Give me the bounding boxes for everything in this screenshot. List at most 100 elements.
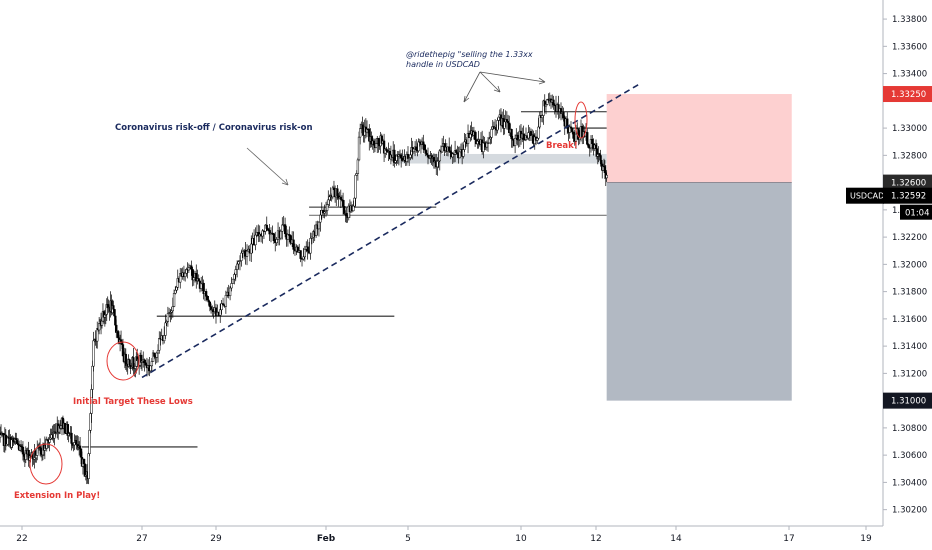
candle-body: [412, 148, 416, 153]
candle-body: [319, 214, 322, 223]
candle-body: [537, 126, 540, 139]
candle-body: [336, 188, 339, 197]
candle-body: [339, 196, 342, 200]
time-tick-label: 27: [136, 534, 147, 544]
symbol-badge: [846, 187, 884, 204]
price-tick-label: 1.31400: [892, 342, 927, 352]
candle-body: [568, 126, 571, 133]
candle-body: [328, 196, 331, 201]
candle-body: [179, 273, 182, 283]
candle-body: [172, 293, 176, 307]
candle-body: [208, 301, 211, 307]
price-tick-label: 1.30400: [892, 478, 927, 488]
candle-body: [197, 278, 200, 282]
candle-body: [361, 124, 364, 129]
price-badge-label: 1.33250: [891, 90, 926, 100]
candle-body: [377, 138, 380, 145]
candle-body: [400, 154, 403, 159]
candle-body: [569, 126, 573, 129]
time-tick-label: 22: [16, 534, 27, 544]
candle-body: [510, 129, 513, 140]
candle-body: [544, 104, 548, 107]
candle-body: [296, 246, 299, 253]
candle-body: [571, 127, 574, 133]
price-badge-label: 1.31000: [891, 397, 926, 407]
price-tick-label: 1.30600: [892, 451, 927, 461]
extension-annotation: Extension In Play!: [14, 491, 100, 501]
candle-body: [230, 283, 233, 289]
candle-body: [206, 296, 209, 301]
candle-body: [275, 239, 278, 243]
candle-body: [143, 359, 146, 364]
candle-body: [128, 359, 131, 366]
candle-body: [184, 272, 187, 278]
candle-body: [473, 131, 477, 140]
candle-body: [279, 230, 283, 239]
candle-body: [417, 141, 420, 152]
candle-body: [341, 199, 345, 207]
candle-body: [490, 129, 493, 138]
time-tick-label: 10: [515, 534, 527, 544]
candle-body: [455, 150, 458, 153]
price-tick-label: 1.33000: [892, 124, 927, 134]
candle-body: [423, 144, 426, 151]
candle-body: [310, 236, 314, 239]
candle-body: [469, 133, 472, 139]
price-ticks: 1.338001.336001.334001.330001.328001.324…: [883, 15, 927, 516]
candle-body: [214, 307, 218, 316]
candle-body: [92, 340, 95, 367]
candle-body: [153, 352, 156, 357]
candle-body: [163, 335, 166, 342]
candle-body: [88, 430, 91, 454]
candle-body: [359, 128, 362, 138]
candle-body: [591, 138, 594, 145]
time-tick-label: Feb: [317, 534, 336, 544]
time-tick-label: 29: [210, 534, 222, 544]
covid-arrow-head: [281, 178, 289, 186]
candle-body: [283, 224, 287, 235]
candle-body: [506, 120, 510, 124]
candle-body: [409, 154, 412, 158]
candle-body: [314, 224, 318, 236]
target-annotation: Initial Target These Lows: [73, 397, 193, 407]
trendline: [141, 83, 640, 379]
candle-body: [538, 115, 541, 128]
candle-body: [345, 213, 348, 217]
candle-body: [458, 151, 461, 159]
candle-body: [574, 133, 578, 142]
candle-body: [221, 303, 225, 306]
candle-body: [440, 146, 444, 153]
candle-body: [415, 146, 418, 151]
candle-body: [343, 206, 346, 215]
candle-body: [557, 104, 560, 112]
tweet-annotation-line2: handle in USDCAD: [406, 60, 480, 69]
candle-body: [288, 234, 291, 236]
candle-body: [353, 197, 356, 207]
symbol-badge-label: USDCAD: [850, 192, 884, 201]
candle-body: [268, 230, 271, 235]
candle-body: [171, 306, 174, 312]
candle-body: [289, 235, 292, 244]
candle-body: [586, 132, 589, 145]
time-axis[interactable]: 22 27 29 Feb 5 10 12 14 17 19: [0, 525, 883, 544]
candle-body: [527, 132, 530, 139]
candle-body: [238, 260, 242, 262]
candle-body: [356, 159, 360, 174]
tweet-annotation-line1: @ridethepig "selling the 1.33xx: [406, 50, 533, 59]
price-axis[interactable]: 1.338001.336001.334001.330001.328001.324…: [846, 0, 932, 526]
extension-marker-circle: [29, 443, 63, 485]
time-tick-label: 12: [590, 534, 601, 544]
candle-body: [150, 361, 154, 367]
candle-body: [424, 149, 427, 154]
price-tick-label: 1.33400: [892, 70, 927, 80]
candle-body: [234, 269, 237, 275]
candle-body: [394, 160, 397, 163]
candle-body: [70, 432, 73, 444]
covid-arrow: [246, 147, 289, 186]
candle-body: [516, 134, 519, 140]
current-price-label: 1.32592: [891, 192, 926, 202]
trend-layer: [141, 83, 640, 379]
candle-body: [332, 187, 336, 191]
annotations-layer: Coronavirus risk-off / Coronavirus risk-…: [14, 50, 588, 501]
